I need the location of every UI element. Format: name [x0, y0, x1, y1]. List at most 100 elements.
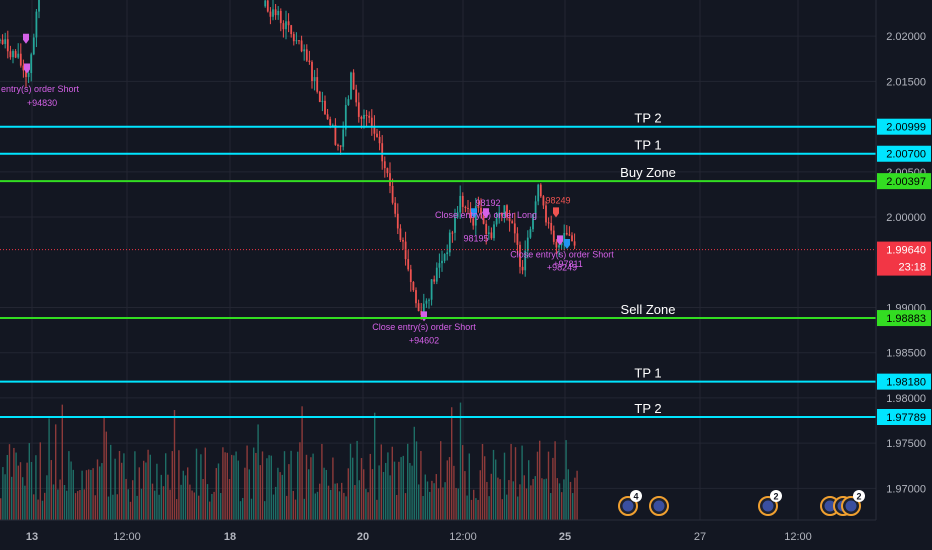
order-marker [23, 33, 29, 44]
volume-bar [391, 446, 393, 520]
candle-body [313, 77, 316, 81]
volume-bar [68, 451, 70, 520]
candle-body [537, 184, 540, 202]
volume-bar [334, 483, 336, 520]
candle-body [357, 102, 360, 117]
volume-bar [129, 501, 132, 520]
volume-bar [499, 479, 501, 520]
volume-bar [310, 457, 312, 520]
volume-bar [374, 412, 376, 520]
volume-bar [242, 497, 244, 520]
volume-bar [572, 493, 574, 520]
candle-body [0, 39, 1, 41]
volume-bar [123, 453, 125, 520]
candle-body [425, 300, 428, 304]
event-flag-icon [622, 500, 634, 512]
volume-bar [63, 485, 66, 520]
volume-bar [327, 485, 330, 520]
volume-bar [44, 492, 46, 520]
candle-body [526, 237, 529, 251]
volume-bar [147, 449, 149, 520]
order-annotation: 98249 [545, 195, 570, 205]
order-annotation: +94830 [27, 98, 57, 108]
volume-bar [547, 451, 550, 520]
time-axis[interactable]: 13 12:00 18 20 12:00 25 27 12:00 [0, 519, 932, 550]
volume-bar [39, 442, 41, 520]
volume-bar [116, 494, 118, 520]
volume-bar [341, 482, 343, 520]
order-marker [553, 207, 559, 218]
candle-body [383, 161, 386, 169]
volume-bar [270, 455, 272, 520]
volume-bar [200, 454, 202, 520]
volume-bar [248, 469, 250, 520]
volume-bar [57, 489, 59, 520]
volume-bar [211, 493, 213, 520]
volume-bar [143, 460, 145, 520]
event-badge-count: 2 [856, 492, 861, 502]
candle-body [448, 232, 451, 253]
volume-bar [6, 454, 8, 520]
volume-bar [127, 489, 129, 520]
event-badge [853, 490, 865, 502]
price-axis[interactable]: 2.020002.015002.005002.000001.990001.985… [875, 0, 932, 550]
volume-bar [495, 459, 497, 520]
price-levels: TP 2 TP 1 Buy Zone Sell Zone TP 1 TP 2 [0, 111, 876, 418]
event-markers[interactable]: 4 2 2 [618, 490, 865, 516]
candle-body [373, 125, 376, 134]
volume-bar [286, 495, 288, 520]
candle-body [441, 260, 443, 264]
candle-body [285, 21, 287, 30]
order-marker [483, 208, 489, 219]
volume-bar [492, 449, 495, 520]
candle-body [513, 223, 516, 234]
volume-bar [85, 470, 88, 520]
candle-body [303, 49, 306, 52]
volume-bar [90, 469, 92, 520]
candle-body [495, 218, 498, 225]
price-tick-label: 1.98000 [886, 393, 926, 405]
event-flag-icon [845, 500, 857, 512]
volume-bar [466, 495, 468, 520]
candle-body [394, 202, 397, 214]
volume-bar [308, 469, 310, 520]
candle-body [498, 212, 501, 219]
volume-bar [55, 424, 57, 520]
volume-bar [99, 466, 101, 520]
volume-bar [184, 475, 187, 520]
candle-body [295, 40, 298, 42]
volume-bar [171, 451, 173, 520]
candle-body [279, 10, 282, 24]
volume-bar [354, 485, 356, 520]
volume-bar [367, 492, 369, 520]
event-flag-icon [653, 500, 665, 512]
candle-body [532, 214, 534, 230]
volume-bar [132, 480, 134, 520]
volume-bar [433, 483, 435, 520]
level-price-label: 2.00397 [886, 176, 926, 188]
candle-body [370, 117, 373, 126]
volume-bar [24, 485, 26, 520]
volume-bar [415, 441, 418, 520]
price-tick-label: 1.98500 [886, 348, 926, 360]
volume-bar [332, 457, 334, 520]
volume-bar [393, 461, 396, 520]
level-label: Buy Zone [620, 165, 676, 180]
volume-bar [536, 451, 539, 520]
volume-bar [257, 424, 259, 520]
candle-body [305, 49, 308, 61]
volume-bar [19, 462, 22, 520]
volume-bar [468, 453, 470, 520]
volume-bar [50, 460, 52, 520]
volume-bar [525, 488, 528, 520]
candle-body [552, 230, 555, 242]
volume-bar [343, 492, 345, 520]
volume-bar [228, 479, 231, 520]
candle-body [477, 206, 480, 208]
candle-body [446, 252, 449, 255]
volume-bar [70, 461, 72, 520]
event-flag-icon [824, 500, 836, 512]
volume-bar [272, 494, 275, 520]
volume-bar [165, 453, 167, 520]
